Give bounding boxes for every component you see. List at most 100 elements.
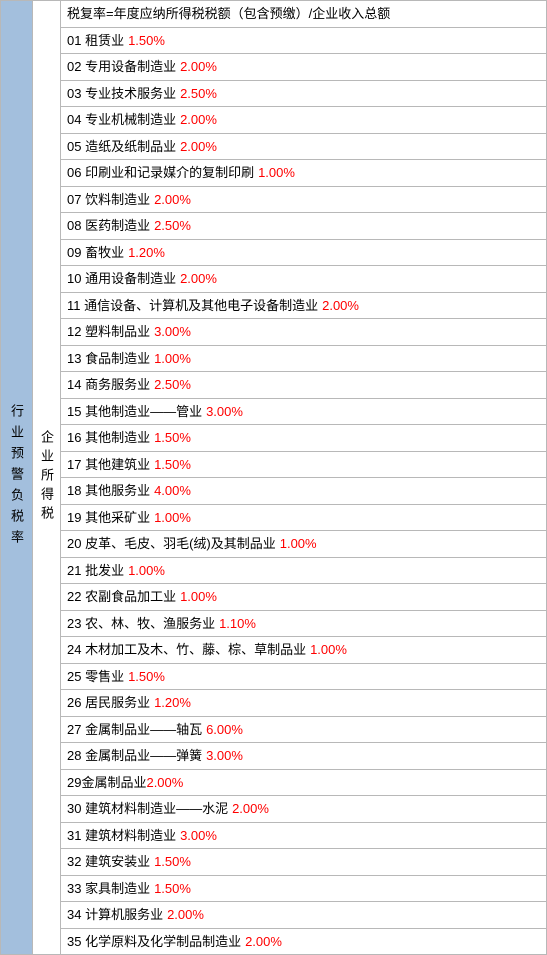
row-label: 10 通用设备制造业 (67, 269, 176, 289)
row-rate: 1.10% (219, 614, 256, 634)
sidebar-tax-type: 企业所得税 (33, 1, 61, 954)
table-row: 07 饮料制造业2.00% (61, 187, 546, 214)
row-rate: 2.00% (146, 773, 183, 793)
table-row: 26 居民服务业1.20% (61, 690, 546, 717)
table-row: 30 建筑材料制造业——水泥2.00% (61, 796, 546, 823)
row-label: 27 金属制品业——轴瓦 (67, 720, 202, 740)
table-row: 31 建筑材料制造业3.00% (61, 823, 546, 850)
sidebar-tax-type-label: 企业所得税 (37, 430, 56, 525)
row-label: 18 其他服务业 (67, 481, 150, 501)
row-label: 02 专用设备制造业 (67, 57, 176, 77)
row-rate: 1.50% (128, 31, 165, 51)
row-label: 13 食品制造业 (67, 349, 150, 369)
row-label: 11 通信设备、计算机及其他电子设备制造业 (67, 296, 318, 316)
row-label: 35 化学原料及化学制品制造业 (67, 932, 241, 952)
row-label: 01 租赁业 (67, 31, 124, 51)
row-rate: 1.00% (154, 508, 191, 528)
sidebar-category: 行业预警负税率 (1, 1, 33, 954)
row-rate: 2.00% (232, 799, 269, 819)
row-rate: 2.00% (245, 932, 282, 952)
table-row: 27 金属制品业——轴瓦6.00% (61, 717, 546, 744)
row-rate: 1.50% (154, 879, 191, 899)
table-row: 06 印刷业和记录媒介的复制印刷1.00% (61, 160, 546, 187)
table-row: 01 租赁业1.50% (61, 28, 546, 55)
row-label: 15 其他制造业——管业 (67, 402, 202, 422)
row-label: 24 木材加工及木、竹、藤、棕、草制品业 (67, 640, 306, 660)
row-rate: 2.50% (154, 216, 191, 236)
table-row: 35 化学原料及化学制品制造业2.00% (61, 929, 546, 955)
row-rate: 1.00% (128, 561, 165, 581)
row-rate: 2.00% (180, 110, 217, 130)
row-rate: 1.50% (154, 428, 191, 448)
row-rate: 3.00% (180, 826, 217, 846)
row-rate: 2.50% (154, 375, 191, 395)
row-rate: 2.50% (180, 84, 217, 104)
row-label: 14 商务服务业 (67, 375, 150, 395)
row-rate: 4.00% (154, 481, 191, 501)
row-rate: 2.00% (154, 190, 191, 210)
row-label: 28 金属制品业——弹簧 (67, 746, 202, 766)
table-row: 16 其他制造业1.50% (61, 425, 546, 452)
table-row: 14 商务服务业2.50% (61, 372, 546, 399)
formula-row: 税复率=年度应纳所得税税额（包含预缴）/企业收入总额 (61, 1, 546, 28)
row-rate: 1.00% (310, 640, 347, 660)
row-label: 07 饮料制造业 (67, 190, 150, 210)
row-rate: 1.50% (128, 667, 165, 687)
row-rate: 1.00% (180, 587, 217, 607)
table-row: 04 专业机械制造业2.00% (61, 107, 546, 134)
row-label: 30 建筑材料制造业——水泥 (67, 799, 228, 819)
row-rate: 2.00% (180, 57, 217, 77)
row-label: 34 计算机服务业 (67, 905, 163, 925)
row-label: 29金属制品业 (67, 773, 146, 793)
row-label: 12 塑料制品业 (67, 322, 150, 342)
row-rate: 2.00% (180, 137, 217, 157)
table-row: 09 畜牧业1.20% (61, 240, 546, 267)
row-label: 17 其他建筑业 (67, 455, 150, 475)
table-row: 05 造纸及纸制品业2.00% (61, 134, 546, 161)
table-row: 25 零售业1.50% (61, 664, 546, 691)
table-row: 19 其他采矿业1.00% (61, 505, 546, 532)
sidebar-category-label: 行业预警负税率 (7, 404, 26, 551)
row-label: 08 医药制造业 (67, 216, 150, 236)
table-row: 29金属制品业2.00% (61, 770, 546, 797)
content-area: 税复率=年度应纳所得税税额（包含预缴）/企业收入总额 01 租赁业1.50%02… (61, 1, 546, 954)
row-rate: 3.00% (154, 322, 191, 342)
row-label: 31 建筑材料制造业 (67, 826, 176, 846)
table-row: 03 专业技术服务业2.50% (61, 81, 546, 108)
table-row: 08 医药制造业2.50% (61, 213, 546, 240)
table-row: 13 食品制造业1.00% (61, 346, 546, 373)
row-rate: 1.00% (258, 163, 295, 183)
row-label: 25 零售业 (67, 667, 124, 687)
row-label: 26 居民服务业 (67, 693, 150, 713)
row-rate: 2.00% (167, 905, 204, 925)
row-label: 16 其他制造业 (67, 428, 150, 448)
row-label: 22 农副食品加工业 (67, 587, 176, 607)
row-rate: 1.50% (154, 852, 191, 872)
row-label: 20 皮革、毛皮、羽毛(绒)及其制品业 (67, 534, 276, 554)
table-row: 33 家具制造业1.50% (61, 876, 546, 903)
row-label: 09 畜牧业 (67, 243, 124, 263)
row-rate: 1.00% (154, 349, 191, 369)
row-label: 04 专业机械制造业 (67, 110, 176, 130)
table-row: 24 木材加工及木、竹、藤、棕、草制品业1.00% (61, 637, 546, 664)
row-rate: 3.00% (206, 746, 243, 766)
row-rate: 1.20% (154, 693, 191, 713)
table-row: 12 塑料制品业3.00% (61, 319, 546, 346)
table-row: 17 其他建筑业1.50% (61, 452, 546, 479)
table-row: 34 计算机服务业2.00% (61, 902, 546, 929)
row-label: 32 建筑安装业 (67, 852, 150, 872)
table-row: 23 农、林、牧、渔服务业1.10% (61, 611, 546, 638)
row-rate: 6.00% (206, 720, 243, 740)
tax-rate-table: 行业预警负税率 企业所得税 税复率=年度应纳所得税税额（包含预缴）/企业收入总额… (0, 0, 547, 955)
table-row: 28 金属制品业——弹簧3.00% (61, 743, 546, 770)
row-rate: 1.00% (280, 534, 317, 554)
row-rate: 2.00% (322, 296, 359, 316)
table-row: 15 其他制造业——管业3.00% (61, 399, 546, 426)
row-label: 21 批发业 (67, 561, 124, 581)
row-label: 23 农、林、牧、渔服务业 (67, 614, 215, 634)
row-rate: 1.50% (154, 455, 191, 475)
table-row: 10 通用设备制造业2.00% (61, 266, 546, 293)
row-label: 06 印刷业和记录媒介的复制印刷 (67, 163, 254, 183)
table-row: 22 农副食品加工业1.00% (61, 584, 546, 611)
table-row: 18 其他服务业4.00% (61, 478, 546, 505)
